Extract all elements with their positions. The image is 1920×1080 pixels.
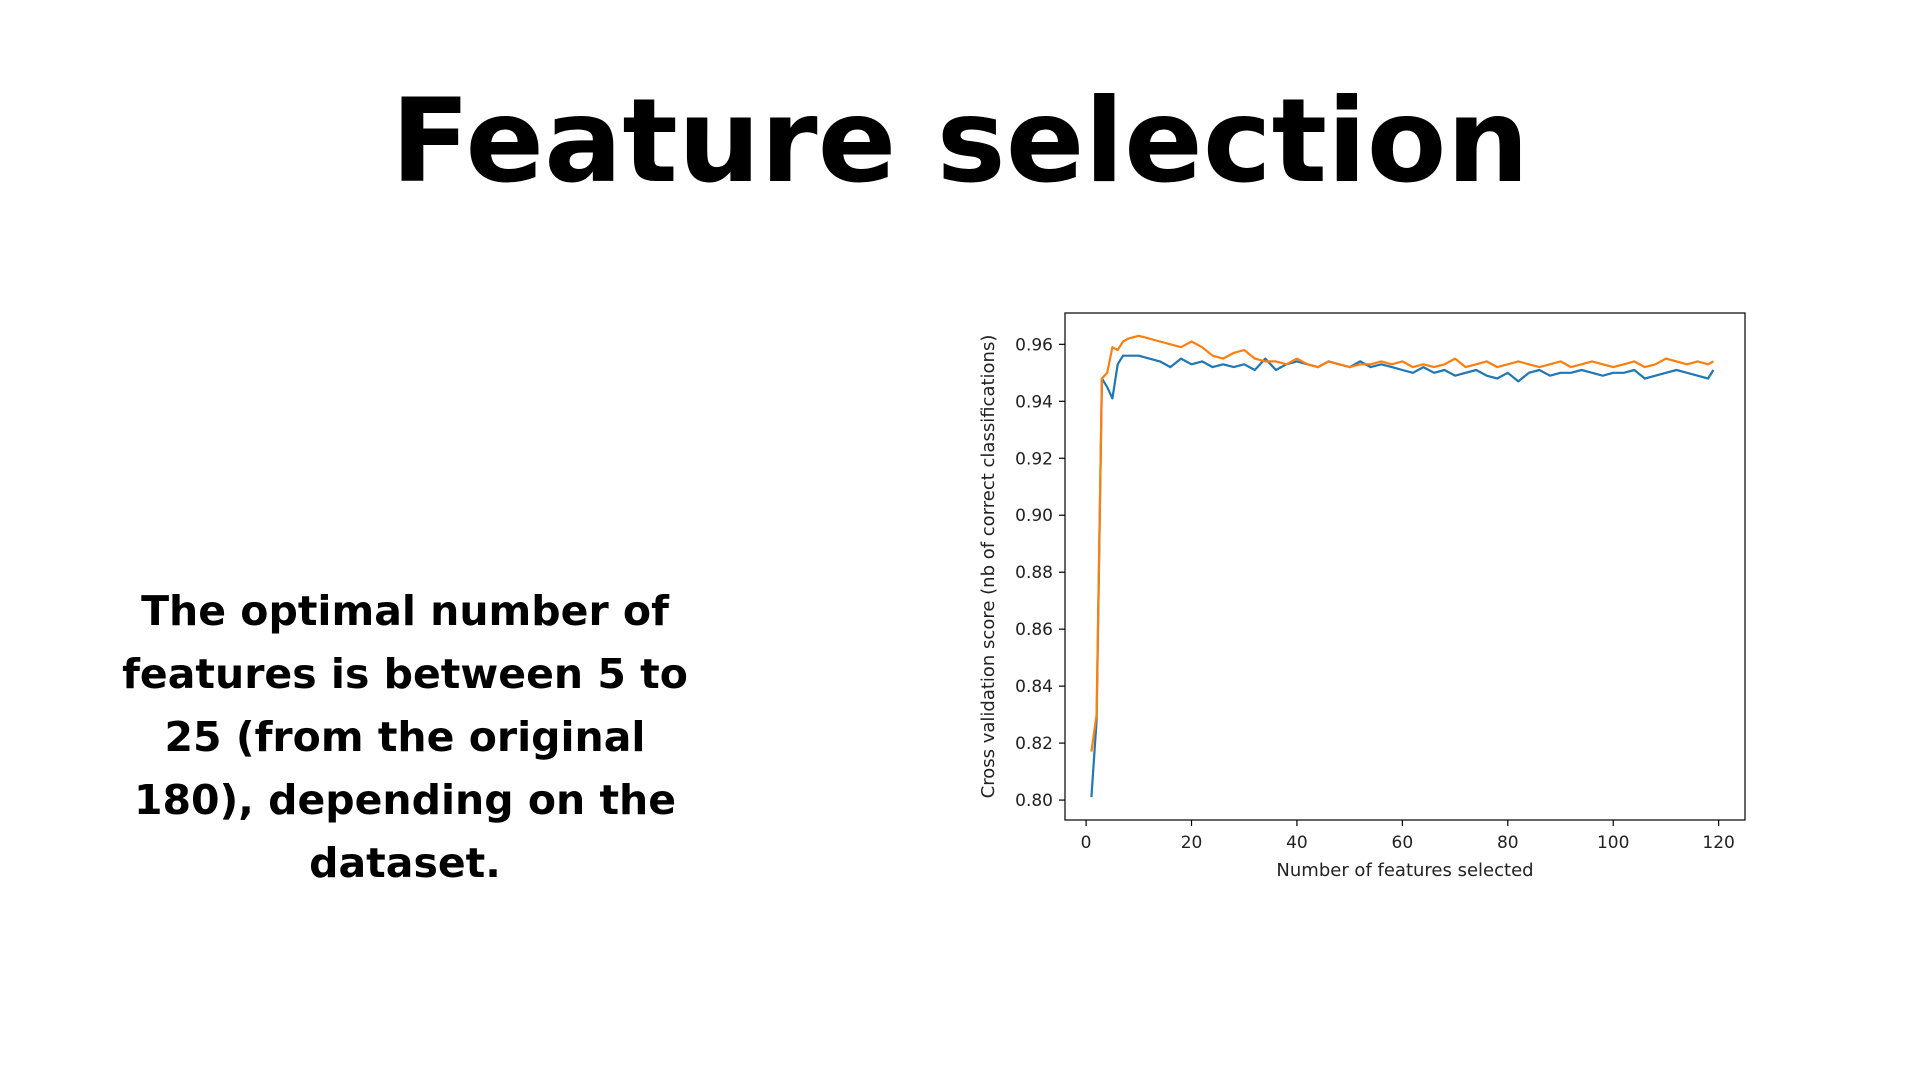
chart-svg: 0 20 40 60 80 100 120 0.80 0.82 0.84 0.86 0.88 0.90 0… [978, 312, 1746, 881]
y-tick-label: 0.80 [1015, 791, 1053, 811]
y-tick-label: 0.86 [1015, 620, 1053, 640]
x-tick-label: 120 [1702, 833, 1734, 853]
y-tick-label: 0.82 [1015, 734, 1053, 754]
chart: 0 20 40 60 80 100 120 0.80 0.82 0.84 0.86 0.88 0.90 0… [960, 290, 1760, 910]
y-tick-label: 0.96 [1015, 335, 1053, 355]
series-line-2 [1090, 334, 1714, 752]
x-tick-label: 100 [1597, 833, 1629, 853]
y-tick-label: 0.92 [1015, 449, 1053, 469]
x-tick-label: 80 [1497, 833, 1519, 853]
plot-frame [1064, 312, 1746, 821]
x-tick-label: 0 [1081, 833, 1092, 853]
slide-title: Feature selection [390, 74, 1530, 209]
x-tick-label: 40 [1286, 833, 1308, 853]
x-axis-label: Number of features selected [1276, 860, 1533, 881]
y-tick-label: 0.94 [1015, 392, 1053, 412]
y-axis-label: Cross validation score (nb of correct cl… [978, 335, 999, 799]
y-tick-label: 0.88 [1015, 563, 1053, 583]
x-tick-label: 20 [1181, 833, 1203, 853]
slide-body-text: The optimal number of features is betwee… [122, 587, 688, 887]
y-tick-label: 0.90 [1015, 506, 1053, 526]
series-line-1 [1090, 354, 1715, 798]
y-tick-label: 0.84 [1015, 677, 1053, 697]
x-tick-label: 60 [1392, 833, 1414, 853]
